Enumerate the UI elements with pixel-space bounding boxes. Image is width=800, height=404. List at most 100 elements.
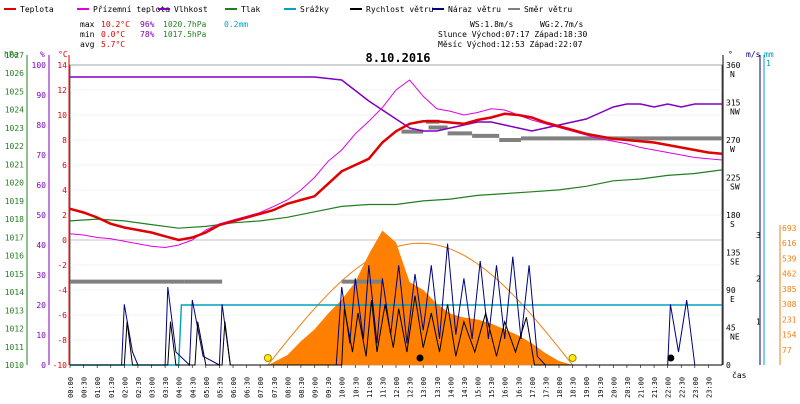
- axis-solar-tick: 385: [782, 285, 797, 294]
- axis-pct-tick: 10: [36, 331, 46, 340]
- x-tick-label: 11:30: [379, 377, 387, 398]
- axis-solar-tick: 154: [782, 331, 797, 340]
- x-tick-label: 00:00: [67, 377, 75, 398]
- x-tick-label: 20:30: [624, 377, 632, 398]
- x-tick-label: 12:00: [393, 377, 401, 398]
- x-tick-label: 22:00: [665, 377, 673, 398]
- stat-max-temp: 10.2°C: [101, 20, 130, 29]
- x-tick-label: 09:30: [325, 377, 333, 398]
- axis-solar-tick: 231: [782, 315, 797, 324]
- sunrise-marker: [263, 354, 272, 362]
- axis-pct-tick: 100: [32, 61, 47, 70]
- axis-hpa-tick: 1016: [5, 252, 24, 261]
- axis-degc-tick: -8: [57, 336, 67, 345]
- x-tick-label: 21:30: [651, 377, 659, 398]
- stat-max-press: 1020.7hPa: [163, 20, 207, 29]
- solar-area: [268, 230, 573, 365]
- axis-degc-tick: 10: [57, 111, 67, 120]
- legend-label-pocitova: Přízemní teplota: [93, 5, 170, 14]
- axis-degc-tick: 6: [62, 161, 67, 170]
- sun-curve: [267, 242, 573, 366]
- axis-dir-tick: 360: [726, 61, 741, 70]
- x-tick-label: 05:00: [203, 377, 211, 398]
- axis-pct-tick: 30: [36, 271, 46, 280]
- x-tick-label: 21:00: [638, 377, 646, 398]
- axis-hpa-tick: 1025: [5, 87, 24, 96]
- axis-hpa-tick: 1011: [5, 343, 24, 352]
- axis-dir-name: E: [730, 295, 735, 304]
- x-tick-label: 10:30: [352, 377, 360, 398]
- stat-wg: WG:2.7m/s: [540, 20, 584, 29]
- axis-degc-tick: -10: [53, 361, 68, 370]
- x-tick-label: 09:00: [312, 377, 320, 398]
- axis-hpa-tick: 1023: [5, 124, 24, 133]
- axis-hpa-tick: 1010: [5, 361, 24, 370]
- axis-pct-label: %: [40, 50, 45, 59]
- x-tick-label: 13:00: [420, 377, 428, 398]
- axis-solar-tick: 308: [782, 300, 797, 309]
- series-pressure: [69, 169, 723, 229]
- axis-hpa-tick: 1021: [5, 160, 24, 169]
- axis-degc-tick: 0: [62, 236, 67, 245]
- axis-mm-label: mm: [764, 50, 774, 59]
- axis-pct-tick: 80: [36, 121, 46, 130]
- axis-degc-tick: 12: [57, 86, 67, 95]
- x-tick-label: 06:00: [230, 377, 238, 398]
- x-tick-label: 23:30: [705, 377, 713, 398]
- chart-title: 8.10.2016: [365, 51, 430, 65]
- x-tick-label: 08:00: [284, 377, 292, 398]
- legend-label-naraz: Náraz větru: [448, 5, 501, 14]
- stat-max-rain: 0.2mm: [224, 20, 248, 29]
- x-tick-label: 18:00: [556, 377, 564, 398]
- x-tick-label: 20:00: [610, 377, 618, 398]
- stat-avg-label: avg: [80, 40, 95, 49]
- series-gust: [70, 243, 696, 367]
- axis-dir-label: °: [728, 50, 733, 59]
- axis-hpa-tick: 1012: [5, 325, 24, 334]
- axis-hpa-tick: 1022: [5, 142, 24, 151]
- axis-dir-tick: 180: [726, 211, 741, 220]
- axis-degc-tick: -4: [57, 286, 67, 295]
- axis-dir-name: N: [730, 70, 735, 79]
- series-temperature: [69, 112, 723, 242]
- axis-hpa-tick: 1020: [5, 179, 24, 188]
- x-tick-label: 14:00: [447, 377, 455, 398]
- axis-hpa-tick: 1013: [5, 306, 24, 315]
- x-tick-label: 22:30: [678, 377, 686, 398]
- axis-mm-tick: 1: [766, 59, 771, 68]
- axis-hpa-tick: 1018: [5, 215, 24, 224]
- axis-dir-name: SE: [730, 258, 740, 267]
- axis-dir-tick: 45: [726, 324, 736, 333]
- x-tick-label: 02:30: [135, 377, 143, 398]
- axis-degc-label: °C: [58, 50, 68, 59]
- legend-label-srazky: Srážky: [300, 5, 329, 14]
- stat-min-press: 1017.5hPa: [163, 30, 207, 39]
- axis-pct-tick: 50: [36, 211, 46, 220]
- legend-label-vlhkost: Vlhkost: [174, 5, 208, 14]
- axis-degc-tick: -6: [57, 311, 67, 320]
- axis-dir-tick: 225: [726, 174, 741, 183]
- moonset-marker: [667, 354, 675, 362]
- axis-dir-tick: 90: [726, 286, 736, 295]
- axis-dir-tick: 135: [726, 249, 741, 258]
- x-tick-label: 18:30: [570, 377, 578, 398]
- axis-hpa-tick: 1027: [5, 51, 24, 60]
- stat-avg-temp: 5.7°C: [101, 40, 125, 49]
- axis-hpa-label: hPa: [4, 50, 19, 59]
- x-tick-label: 13:30: [434, 377, 442, 398]
- x-tick-label: 00:30: [81, 377, 89, 398]
- axis-ms-tick: 3: [756, 231, 761, 240]
- x-tick-label: 19:30: [597, 377, 605, 398]
- axis-degc-tick: 14: [57, 61, 67, 70]
- x-tick-label: 14:30: [461, 377, 469, 398]
- stat-max-label: max: [80, 20, 95, 29]
- axis-dir-name: NE: [730, 333, 740, 342]
- axis-dir-name: W: [730, 145, 735, 154]
- x-tick-label: 23:00: [692, 377, 700, 398]
- x-tick-label: 02:00: [121, 377, 129, 398]
- axis-pct-tick: 0: [41, 361, 46, 370]
- x-axis-label: čas: [732, 370, 747, 380]
- x-tick-label: 01:00: [94, 377, 102, 398]
